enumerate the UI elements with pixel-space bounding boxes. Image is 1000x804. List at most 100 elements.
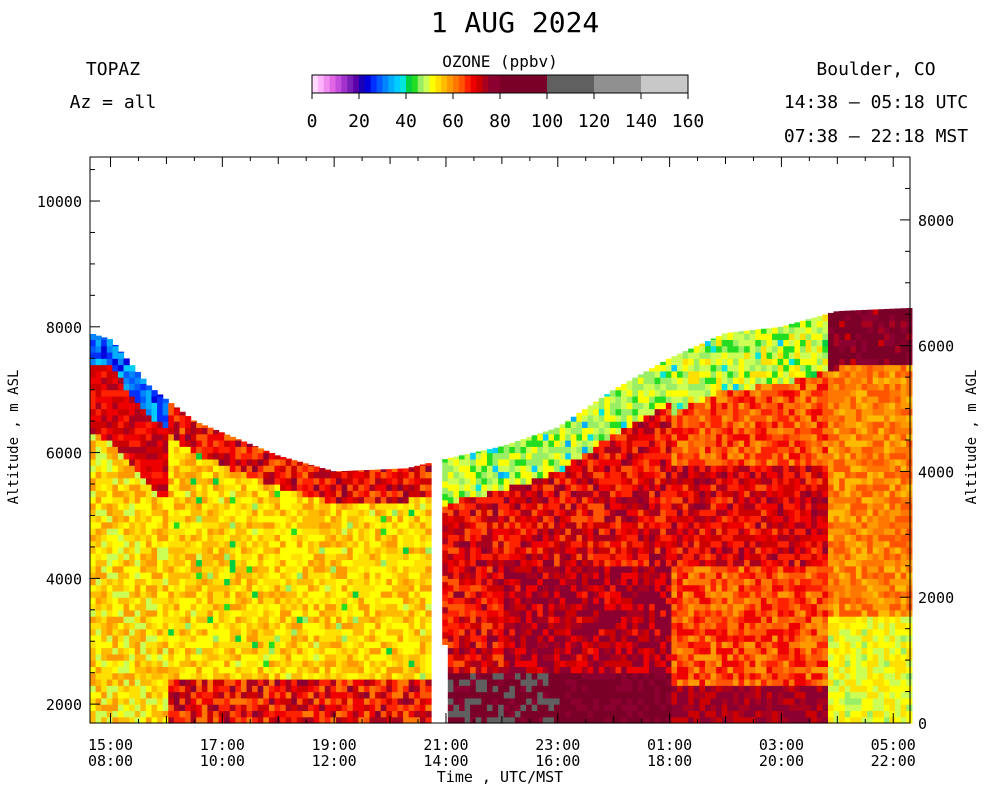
heatmap-cell bbox=[263, 660, 269, 667]
heatmap-cell bbox=[588, 654, 594, 661]
colorbar-bin bbox=[324, 75, 330, 93]
heatmap-cell bbox=[319, 635, 325, 642]
heatmap-cell bbox=[364, 654, 370, 661]
heatmap-cell bbox=[286, 465, 292, 472]
heatmap-cell bbox=[409, 503, 415, 510]
heatmap-cell bbox=[302, 654, 308, 661]
heatmap-cell bbox=[537, 578, 543, 585]
heatmap-cell bbox=[459, 578, 465, 585]
heatmap-cell bbox=[230, 453, 236, 460]
heatmap-cell bbox=[616, 710, 622, 717]
heatmap-cell bbox=[537, 559, 543, 566]
heatmap-cell bbox=[112, 478, 118, 485]
heatmap-cell bbox=[481, 629, 487, 636]
heatmap-cell bbox=[174, 578, 180, 585]
heatmap-cell bbox=[532, 515, 538, 522]
heatmap-cell bbox=[537, 471, 543, 478]
heatmap-cell bbox=[459, 497, 465, 504]
heatmap-cell bbox=[509, 578, 515, 585]
heatmap-cell bbox=[677, 572, 683, 579]
heatmap-cell bbox=[543, 629, 549, 636]
heatmap-cell bbox=[453, 629, 459, 636]
heatmap-cell bbox=[565, 559, 571, 566]
heatmap-cell bbox=[386, 469, 392, 472]
heatmap-cell bbox=[207, 635, 213, 642]
heatmap-cell bbox=[275, 597, 281, 604]
heatmap-cell bbox=[420, 648, 426, 655]
heatmap-cell bbox=[258, 509, 264, 516]
heatmap-cell bbox=[168, 566, 174, 573]
heatmap-cell bbox=[101, 409, 107, 416]
heatmap-cell bbox=[504, 685, 510, 692]
heatmap-cell bbox=[230, 509, 236, 516]
heatmap-cell bbox=[247, 528, 253, 535]
heatmap-cell bbox=[509, 547, 515, 554]
heatmap-cell bbox=[632, 503, 638, 510]
heatmap-cell bbox=[409, 666, 415, 673]
heatmap-cell bbox=[649, 421, 655, 428]
heatmap-cell bbox=[163, 446, 169, 453]
heatmap-cell bbox=[124, 698, 130, 705]
colorbar-tick-label: 0 bbox=[307, 111, 318, 132]
heatmap-cell bbox=[638, 503, 644, 510]
heatmap-cell bbox=[353, 629, 359, 636]
heatmap-cell bbox=[213, 515, 219, 522]
heatmap-cell bbox=[185, 591, 191, 598]
heatmap-cell bbox=[319, 553, 325, 560]
heatmap-cell bbox=[493, 515, 499, 522]
heatmap-cell bbox=[157, 515, 163, 522]
heatmap-cell bbox=[269, 604, 275, 611]
heatmap-cell bbox=[107, 497, 113, 504]
heatmap-cell bbox=[532, 710, 538, 717]
heatmap-cell bbox=[638, 648, 644, 655]
heatmap-cell bbox=[330, 572, 336, 579]
heatmap-cell bbox=[112, 629, 118, 636]
heatmap-cell bbox=[269, 522, 275, 529]
heatmap-cell bbox=[588, 710, 594, 717]
heatmap-cell bbox=[465, 509, 471, 516]
heatmap-cell bbox=[135, 597, 141, 604]
heatmap-cell bbox=[459, 503, 465, 510]
heatmap-cell bbox=[258, 471, 264, 478]
heatmap-cell bbox=[638, 629, 644, 636]
heatmap-cell bbox=[269, 572, 275, 579]
heatmap-cell bbox=[386, 635, 392, 642]
heatmap-cell bbox=[610, 453, 616, 460]
heatmap-cell bbox=[202, 585, 208, 592]
heatmap-cell bbox=[425, 635, 431, 642]
heatmap-cell bbox=[526, 591, 532, 598]
heatmap-cell bbox=[202, 572, 208, 579]
heatmap-cell bbox=[101, 710, 107, 717]
heatmap-cell bbox=[465, 604, 471, 611]
heatmap-cell bbox=[152, 698, 158, 705]
heatmap-cell bbox=[627, 434, 633, 441]
heatmap-cell bbox=[459, 610, 465, 617]
heatmap-cell bbox=[548, 522, 554, 529]
heatmap-cell bbox=[386, 679, 392, 686]
heatmap-cell bbox=[224, 440, 230, 447]
heatmap-cell bbox=[403, 597, 409, 604]
heatmap-cell bbox=[157, 427, 163, 434]
heatmap-cell bbox=[202, 446, 208, 453]
heatmap-cell bbox=[297, 522, 303, 529]
heatmap-cell bbox=[599, 459, 605, 466]
heatmap-cell bbox=[498, 541, 504, 548]
heatmap-cell bbox=[96, 484, 102, 491]
heatmap-cell bbox=[414, 534, 420, 541]
heatmap-cell bbox=[571, 692, 577, 699]
heatmap-cell bbox=[453, 648, 459, 655]
heatmap-cell bbox=[336, 604, 342, 611]
heatmap-cell bbox=[425, 572, 431, 579]
heatmap-cell bbox=[219, 478, 225, 485]
heatmap-cell bbox=[118, 503, 124, 510]
heatmap-cell bbox=[381, 679, 387, 686]
heatmap-cell bbox=[107, 409, 113, 416]
heatmap-cell bbox=[448, 641, 454, 648]
heatmap-cell bbox=[381, 522, 387, 529]
heatmap-cell bbox=[409, 710, 415, 717]
heatmap-cell bbox=[537, 433, 543, 434]
heatmap-cell bbox=[442, 512, 448, 519]
heatmap-cell bbox=[565, 685, 571, 692]
heatmap-cell bbox=[314, 635, 320, 642]
heatmap-cell bbox=[532, 465, 538, 472]
